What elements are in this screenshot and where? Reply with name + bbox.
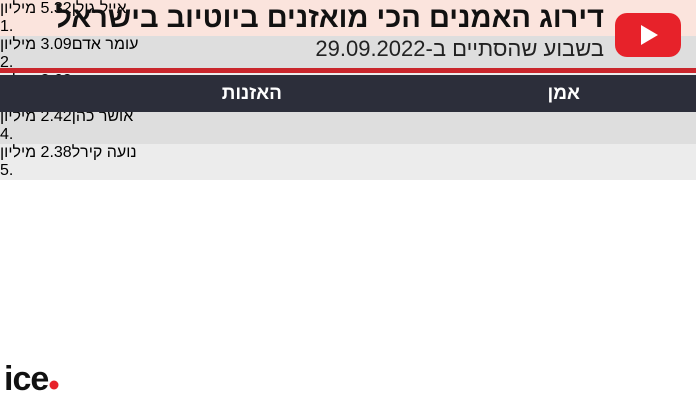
rank: 4. — [0, 126, 14, 143]
rank: 5. — [0, 162, 14, 179]
logo: ice — [4, 360, 59, 399]
artist-name: נועה קירל — [71, 144, 137, 161]
table-row: אושר כהן2.42 מיליון 4. — [0, 108, 696, 144]
plays: 2.42 מיליון — [0, 108, 72, 125]
artist-name: עומר אדם — [71, 36, 139, 53]
rank-cell: 2. — [0, 54, 696, 72]
artist-name: אושר כהן — [71, 108, 134, 125]
logo-text: ice — [4, 360, 49, 398]
row-cell: אייל גולן5.32 מיליון — [0, 0, 696, 18]
rank-cell: 5. — [0, 162, 696, 180]
row-cell: אושר כהן2.42 מיליון — [0, 108, 696, 126]
plays: 2.38 מיליון — [0, 144, 72, 161]
table-header: אמן האזנות — [0, 75, 696, 112]
column-header: אמן — [547, 83, 581, 104]
rank: 2. — [0, 54, 14, 71]
rank-cell: 1. — [0, 18, 696, 36]
rank: 1. — [0, 18, 14, 35]
title: דירוג האמנים הכי מואזנים ביוטיוב בישראל — [55, 2, 604, 34]
youtube-icon — [615, 13, 681, 57]
logo-dot — [49, 380, 59, 390]
row-cell: נועה קירל2.38 מיליון — [0, 144, 696, 162]
table-row: אייל גולן5.32 מיליון 1. — [0, 0, 696, 36]
row-cell: עומר אדם3.09 מיליון — [0, 36, 696, 54]
subtitle: בשבוע שהסתיים ב-29.09.2022 — [315, 36, 604, 61]
column-header: האזנות — [221, 83, 282, 104]
artist-name: אייל גולן — [71, 0, 127, 17]
divider — [0, 68, 696, 73]
rank-cell: 4. — [0, 126, 696, 144]
plays: 3.09 מיליון — [0, 36, 72, 53]
table-row: נועה קירל2.38 מיליון 5. — [0, 144, 696, 180]
table-row: עומר אדם3.09 מיליון 2. — [0, 36, 696, 72]
plays: 5.32 מיליון — [0, 0, 72, 17]
